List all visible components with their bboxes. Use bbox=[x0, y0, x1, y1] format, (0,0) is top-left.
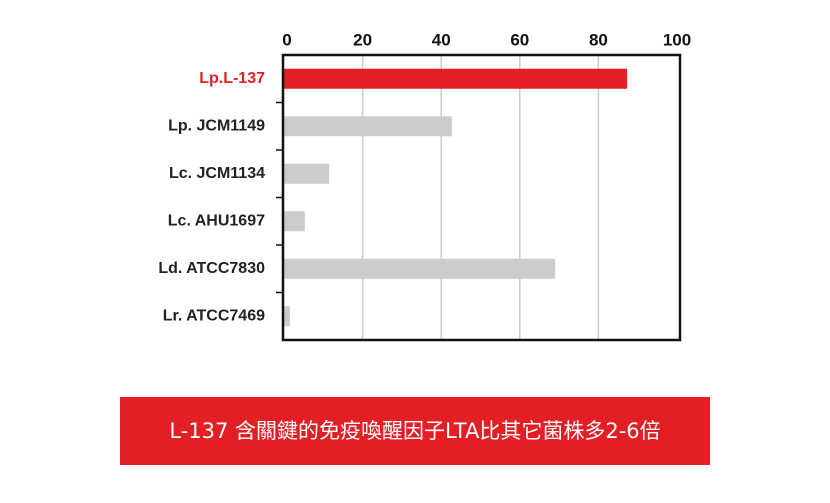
category-label: Lr. ATCC7469 bbox=[163, 307, 265, 324]
x-tick-label: 60 bbox=[510, 30, 529, 49]
banner-text: L-137 含關鍵的免疫喚醒因子LTA比其它菌株多2-6倍 bbox=[169, 419, 660, 443]
bar bbox=[284, 163, 330, 184]
bar bbox=[284, 116, 452, 137]
banner-box bbox=[120, 397, 710, 465]
bar bbox=[284, 306, 290, 327]
x-tick-label: 80 bbox=[589, 30, 608, 49]
x-tick-label: 0 bbox=[282, 30, 291, 49]
category-label: Lp. JCM1149 bbox=[168, 117, 265, 134]
plot-frame bbox=[281, 53, 682, 342]
category-label: Lc. JCM1134 bbox=[169, 165, 265, 182]
category-label: Lp.L-137 bbox=[199, 70, 265, 87]
category-label: Lc. AHU1697 bbox=[168, 212, 265, 229]
x-tick-label: 100 bbox=[663, 30, 691, 49]
bar bbox=[284, 258, 556, 279]
bar bbox=[284, 211, 305, 232]
x-tick-label: 40 bbox=[432, 30, 451, 49]
x-tick-label: 20 bbox=[353, 30, 372, 49]
category-label: Ld. ATCC7830 bbox=[158, 260, 265, 277]
bar bbox=[284, 68, 628, 89]
